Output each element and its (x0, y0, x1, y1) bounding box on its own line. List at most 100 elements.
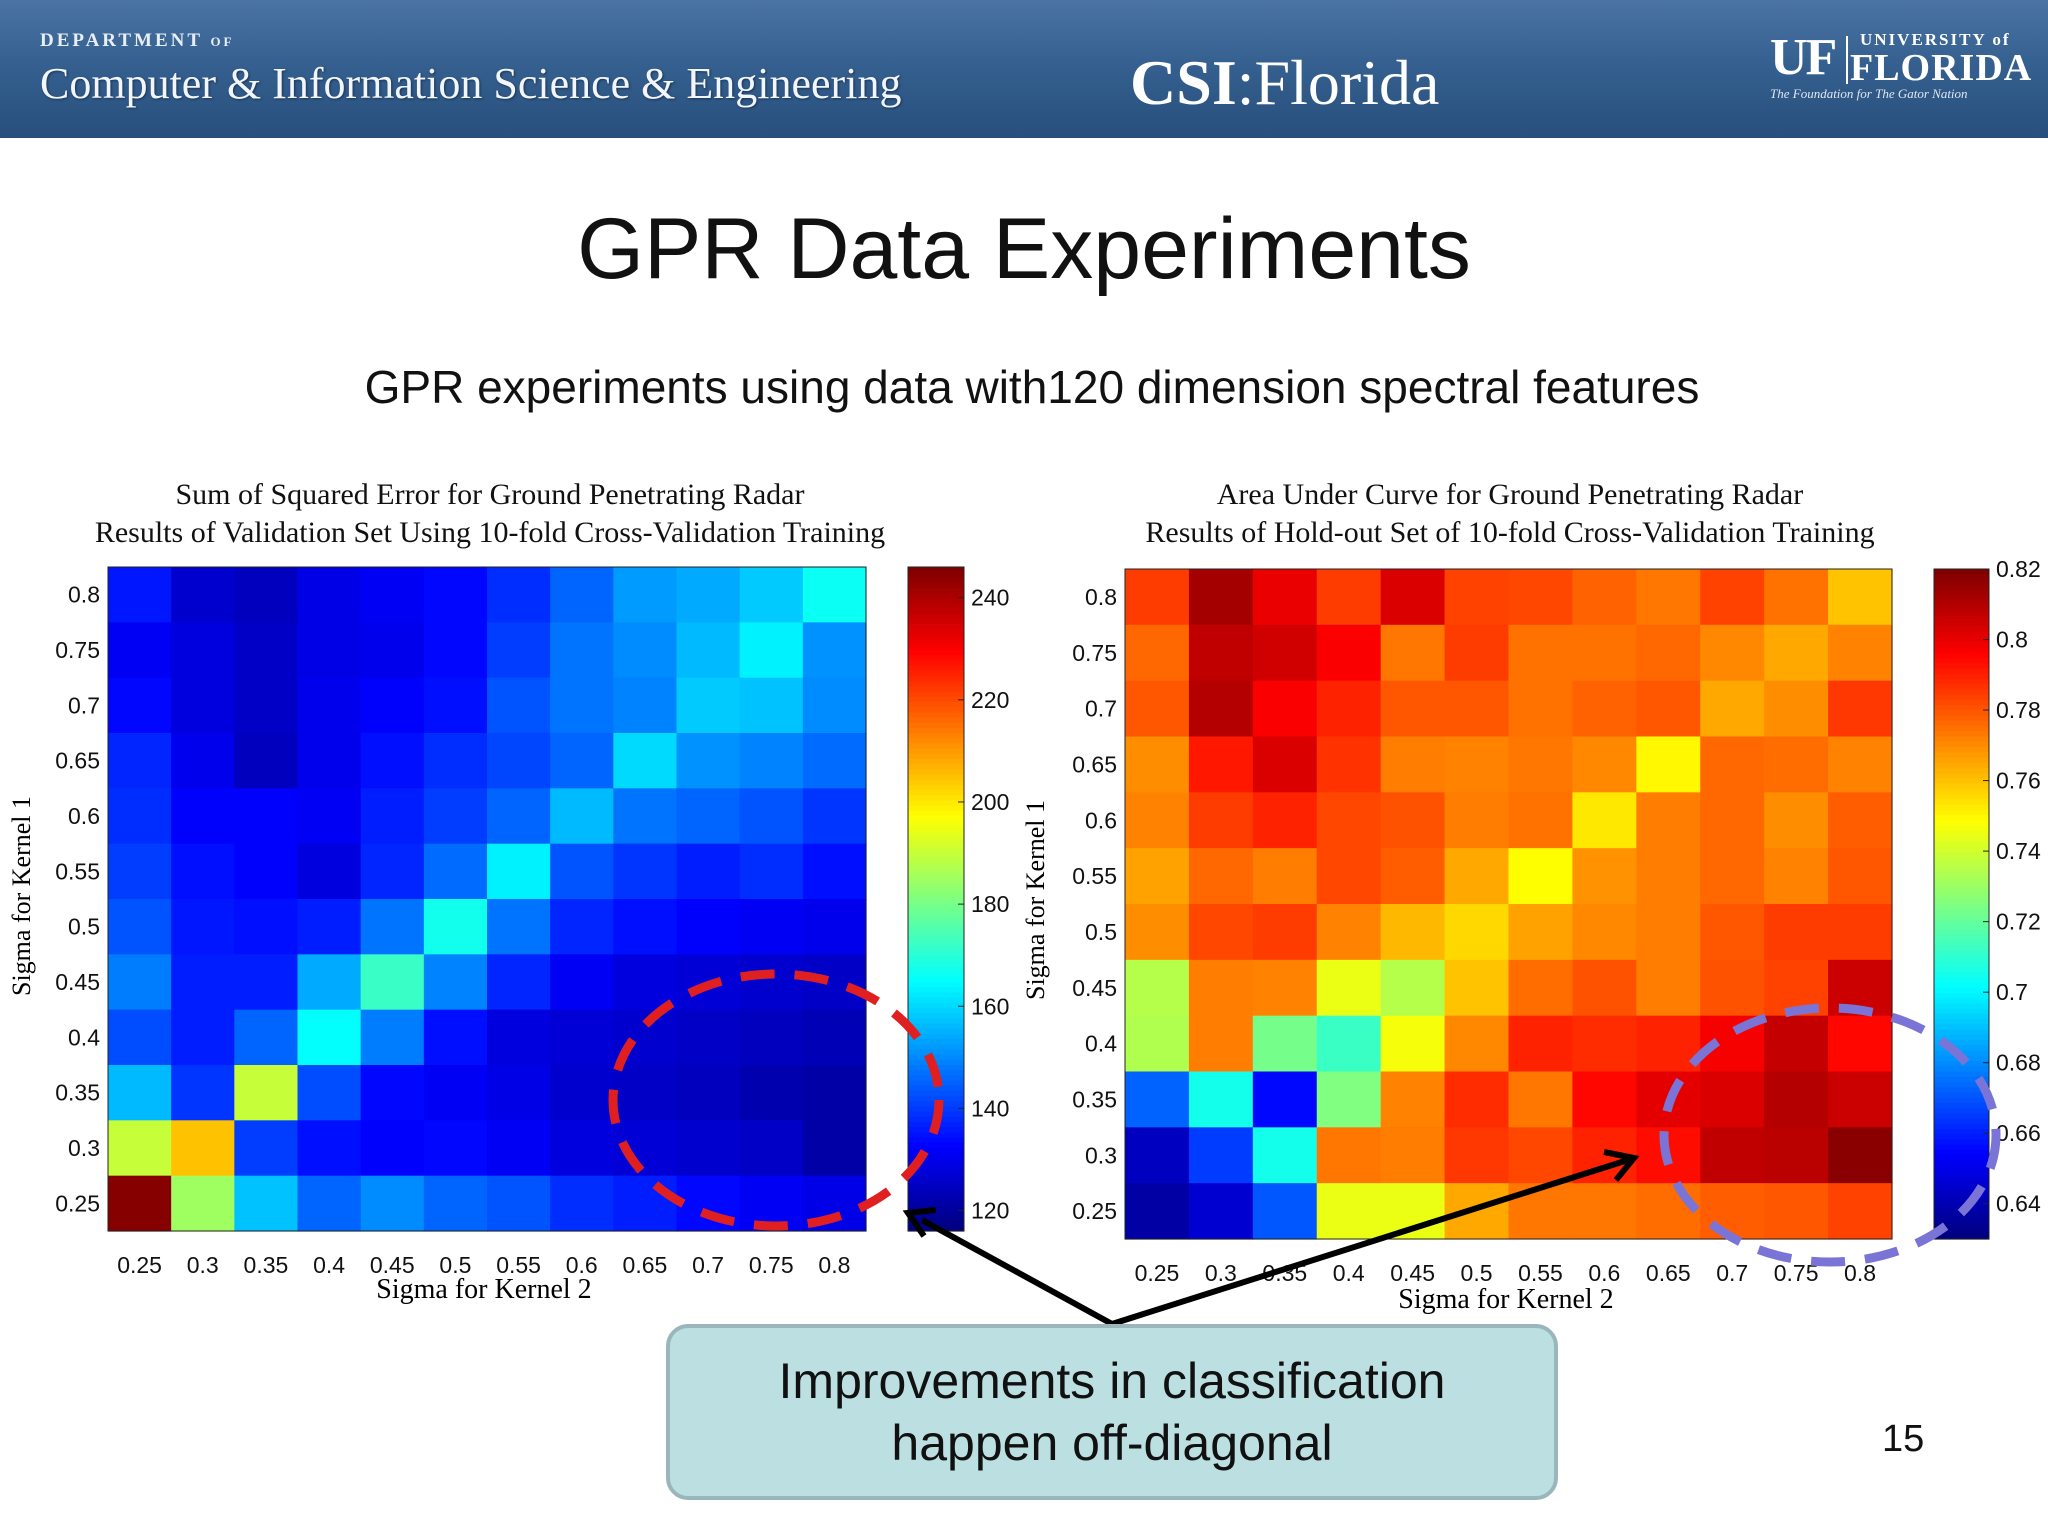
right-y-axis-label: Sigma for Kernel 1 (1021, 800, 1050, 1000)
heatmap-cell (739, 567, 804, 623)
heatmap-cell (676, 1009, 741, 1066)
x-tick-label: 0.5 (439, 1252, 471, 1278)
colorbar-segment (1934, 1076, 1989, 1083)
colorbar-segment (908, 644, 964, 651)
x-tick-label: 0.4 (313, 1252, 345, 1278)
heatmap-cell (1252, 848, 1318, 905)
heatmap-cell (613, 843, 678, 900)
colorbar-segment (908, 608, 964, 615)
heatmap-cell (676, 1065, 741, 1121)
colorbar-segment (1934, 1003, 1989, 1010)
heatmap-cell (1444, 904, 1510, 961)
colorbar-segment (908, 816, 964, 822)
heatmap-cell (360, 1175, 425, 1232)
colorbar-segment (908, 691, 964, 698)
heatmap-cell (1125, 1071, 1190, 1128)
y-tick-label: 0.35 (1072, 1086, 1117, 1112)
colorbar-segment (1934, 720, 1989, 727)
colorbar-segment (1934, 574, 1989, 581)
colorbar-segment (908, 795, 964, 802)
colorbar-segment (1934, 809, 1989, 816)
right-x-axis-label: Sigma for Kernel 2 (1398, 1284, 1613, 1315)
y-tick-label: 0.25 (55, 1190, 100, 1216)
colorbar-tick-label: 0.8 (1996, 627, 2028, 653)
y-tick-label: 0.3 (68, 1135, 100, 1161)
heatmap-cell (108, 677, 172, 734)
heatmap-cell (1508, 569, 1574, 626)
colorbar-segment (1934, 904, 1989, 910)
colorbar-segment (1934, 757, 1989, 764)
heatmap-cell (108, 567, 172, 623)
colorbar-segment (1934, 736, 1989, 743)
colorbar-tick-label: 0.72 (1996, 909, 2041, 935)
colorbar-segment (908, 1179, 964, 1185)
colorbar-segment (908, 675, 964, 682)
heatmap-cell (1572, 904, 1637, 961)
heatmap-cell (234, 1065, 299, 1121)
x-tick-label: 0.7 (692, 1252, 724, 1278)
heatmap-cell (1508, 959, 1574, 1017)
colorbar-segment (908, 961, 964, 968)
colorbar-segment (908, 774, 964, 781)
florida-wordmark: FLORIDA (1850, 47, 2033, 89)
colorbar-segment (1934, 830, 1989, 837)
heatmap-cell (1764, 1071, 1829, 1128)
colorbar-segment (908, 1132, 964, 1139)
callout-line-1: Improvements in classification (778, 1353, 1446, 1409)
colorbar-segment (908, 572, 964, 578)
university-of-label: UNIVERSITY of (1860, 30, 2011, 49)
heatmap-cell (550, 899, 614, 955)
heatmap-cell (423, 1175, 488, 1232)
heatmap-cell (1828, 792, 1893, 849)
y-tick-label: 0.7 (1085, 696, 1117, 722)
colorbar-segment (1934, 1108, 1989, 1114)
y-tick-label: 0.3 (1085, 1142, 1117, 1168)
colorbar-segment (908, 753, 964, 760)
department-name: Computer & Information Science & Enginee… (40, 59, 902, 108)
colorbar-segment (1934, 851, 1989, 858)
colorbar-segment (1934, 1176, 1989, 1183)
uf-logo-mark: UF (1770, 29, 1837, 86)
heatmap-cell (297, 622, 362, 679)
heatmap-cell (1188, 680, 1254, 738)
colorbar-segment (908, 567, 964, 573)
heatmap-cell (550, 1120, 614, 1177)
heatmap-cell (423, 733, 488, 789)
colorbar-frame (1933, 568, 1990, 1240)
heatmap-cell (802, 899, 867, 955)
heatmap-cell (1828, 1183, 1893, 1240)
colorbar-segment (1934, 909, 1989, 916)
colorbar-segment (1934, 1155, 1989, 1162)
colorbar-segment (908, 582, 964, 589)
left-y-axis-label: Sigma for Kernel 1 (7, 796, 36, 996)
heatmap-cell (1700, 736, 1765, 793)
heatmap-cell (1508, 736, 1574, 793)
heatmap-cell (1188, 1015, 1254, 1073)
colorbar-segment (1934, 637, 1989, 643)
colorbar-segment (1934, 856, 1989, 863)
heatmap-cell (613, 954, 678, 1011)
x-tick-label: 0.4 (1333, 1260, 1365, 1286)
colorbar-segment (1934, 1061, 1989, 1067)
heatmap-cell (1508, 624, 1574, 682)
colorbar-segment (1934, 982, 1989, 989)
heatmap-cell (1188, 1183, 1254, 1240)
heatmap-cell (297, 1065, 362, 1121)
heatmap-cell (1125, 680, 1190, 738)
heatmap-cell (234, 899, 299, 955)
heatmap-cell (1188, 1071, 1254, 1128)
colorbar-segment (1934, 715, 1989, 722)
heatmap-cell (171, 788, 235, 845)
colorbar-segment (1934, 684, 1989, 690)
y-tick-label: 0.8 (68, 582, 100, 608)
heatmap-cell (739, 1120, 804, 1177)
heatmap-cell (234, 1120, 299, 1177)
heatmap-cell (1700, 624, 1765, 682)
heatmap-cell (360, 1120, 425, 1177)
colorbar-segment (1934, 1102, 1989, 1109)
colorbar-segment (1934, 914, 1989, 921)
heatmap-cell (739, 677, 804, 734)
heatmap-cell (676, 843, 741, 900)
heatmap-cell (1572, 569, 1637, 626)
colorbar-segment (908, 681, 964, 687)
